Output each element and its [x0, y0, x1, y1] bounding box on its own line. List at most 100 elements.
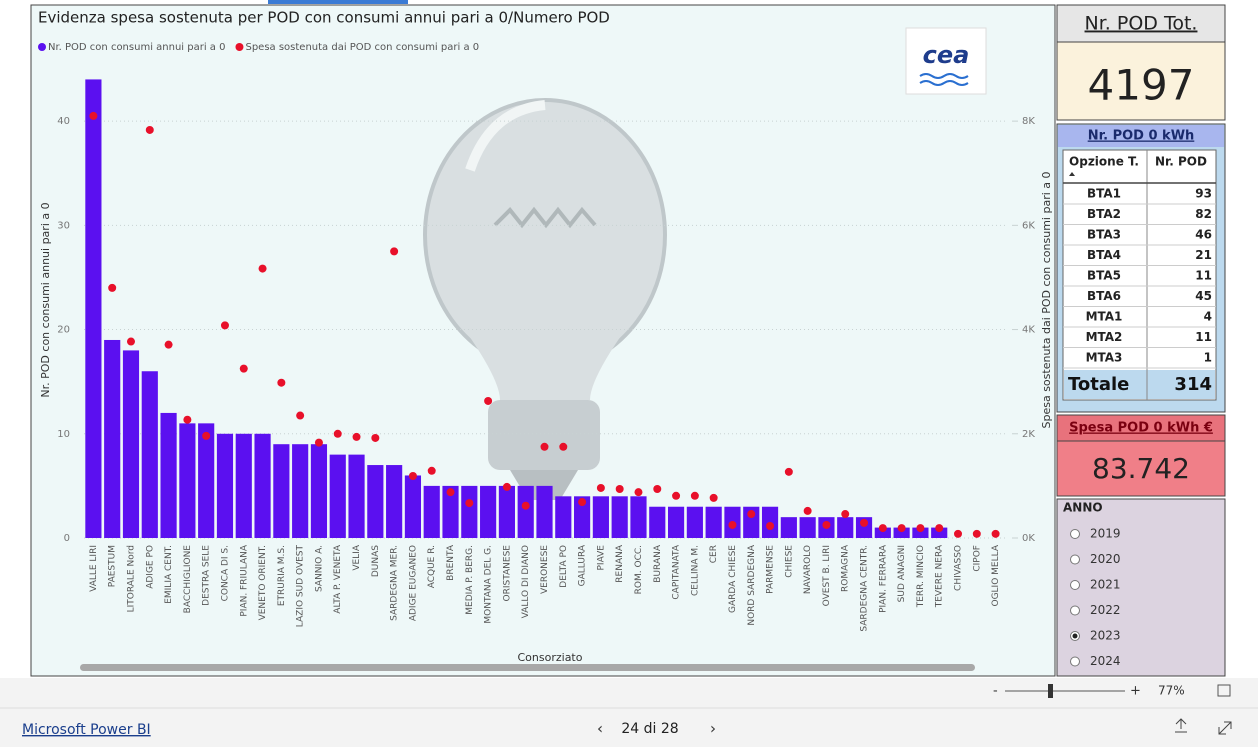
dot: [352, 432, 361, 441]
dot: [916, 524, 925, 533]
x-tick-label: CIPOF: [972, 545, 982, 572]
kpi-spesa-value: 83.742: [1092, 452, 1190, 485]
x-tick-label: CONCA DI S.: [220, 545, 230, 601]
fit-button[interactable]: [1217, 684, 1231, 697]
bar: [198, 423, 215, 538]
dot: [596, 483, 605, 492]
table-cell: 93: [1195, 187, 1212, 201]
table-cell: 82: [1195, 207, 1212, 221]
x-tick-label: ROM. OCC.: [634, 545, 644, 594]
x-tick-label: PIAN. FRIULANA: [239, 544, 249, 616]
kpi-spesa-header: [1056, 414, 1226, 442]
dot: [427, 466, 436, 475]
table-header: Nr. POD: [1155, 155, 1207, 169]
radio[interactable]: [1070, 529, 1080, 539]
bar: [292, 444, 309, 538]
dot: [183, 415, 192, 424]
x-tick-label: VALLE LIRI: [89, 545, 99, 592]
legend-label: Spesa sostenuta dai POD con consumi pari…: [245, 42, 479, 53]
dot: [653, 485, 662, 494]
bar: [348, 454, 365, 538]
x-tick-label: MEDIA P. BERG.: [465, 545, 475, 615]
dot: [878, 524, 887, 533]
table-cell: 45: [1195, 289, 1212, 303]
kpi-total-header: [1056, 4, 1226, 43]
table-cell: 46: [1195, 228, 1212, 242]
legend-swatch: [235, 43, 244, 51]
dot: [126, 337, 135, 346]
dot: [897, 524, 906, 533]
radio-label: 2023: [1090, 629, 1121, 643]
zoom-plus[interactable]: +: [1130, 684, 1141, 699]
dot: [239, 364, 248, 373]
x-tick-label: CER: [709, 545, 719, 563]
radio[interactable]: [1070, 605, 1080, 616]
logo: cea: [923, 41, 970, 69]
bar: [179, 423, 196, 538]
kpi-spesa-box: [1056, 440, 1226, 497]
dot: [841, 510, 850, 519]
radio[interactable]: [1070, 656, 1080, 667]
x-tick-label: GARDA CHIESE: [728, 545, 738, 613]
radio-label: 2020: [1090, 552, 1121, 566]
dot: [220, 321, 229, 330]
x-tick-label: BURANA: [653, 544, 663, 583]
fullscreen-button[interactable]: [1218, 721, 1232, 735]
x-tick-label: ROMAGNA: [841, 544, 851, 592]
total-label: Totale: [1068, 374, 1129, 395]
x-tick-label: SANNIO A.: [314, 545, 324, 592]
bar: [517, 485, 534, 538]
bar: [855, 517, 873, 538]
bar: [404, 475, 422, 538]
next-page[interactable]: ›: [710, 720, 716, 738]
bar: [442, 485, 459, 538]
dot: [484, 396, 493, 405]
y-tick-label: 20: [57, 325, 70, 336]
dot: [784, 467, 793, 476]
x-tick-label: VERONESE: [540, 545, 550, 594]
bar: [160, 412, 177, 538]
zoom-thumb[interactable]: [1048, 684, 1053, 698]
x-tick-label: LAZIO SUD OVEST: [296, 545, 306, 628]
dot: [296, 411, 305, 420]
dot: [258, 264, 267, 273]
total-value: 314: [1174, 374, 1212, 395]
table-cell: BTA6: [1087, 289, 1121, 303]
kpi-total-title: Nr. POD Tot.: [1085, 13, 1198, 35]
bar: [611, 496, 628, 538]
x-tick-label: BRENTA: [446, 544, 456, 581]
scrollbar[interactable]: [80, 664, 975, 671]
dot: [540, 442, 549, 451]
x-tick-label: CHIESE: [784, 545, 794, 578]
radio[interactable]: [1070, 580, 1080, 590]
x-tick-label: VELIA: [352, 544, 362, 571]
prev-page[interactable]: ‹: [597, 720, 603, 738]
dot: [408, 471, 417, 480]
bar: [367, 465, 384, 538]
share-button[interactable]: [1175, 718, 1187, 733]
bar: [649, 506, 666, 538]
x-tick-label: DESTRA SELE: [202, 545, 212, 606]
legend-swatch: [38, 43, 46, 51]
dot: [747, 510, 756, 519]
dot: [371, 433, 380, 442]
bar: [329, 454, 346, 538]
bar: [686, 506, 703, 538]
bar: [480, 485, 497, 538]
zoom-minus[interactable]: -: [993, 684, 998, 699]
x-tick-label: GALLURA: [578, 544, 588, 586]
brand-link[interactable]: Microsoft Power BI: [22, 722, 151, 738]
x-tick-label: PIAVE: [596, 545, 606, 571]
bar: [461, 485, 478, 538]
table-cell: BTA5: [1087, 269, 1121, 283]
table-cell: BTA4: [1087, 248, 1121, 262]
dot: [634, 488, 643, 497]
dot: [728, 520, 737, 529]
bar: [85, 79, 102, 538]
dot: [972, 529, 981, 538]
y-axis-title: Nr. POD con consumi annui pari a 0: [39, 202, 52, 397]
anno-panel: [1056, 498, 1226, 677]
bar: [536, 485, 553, 538]
radio[interactable]: [1070, 554, 1080, 565]
